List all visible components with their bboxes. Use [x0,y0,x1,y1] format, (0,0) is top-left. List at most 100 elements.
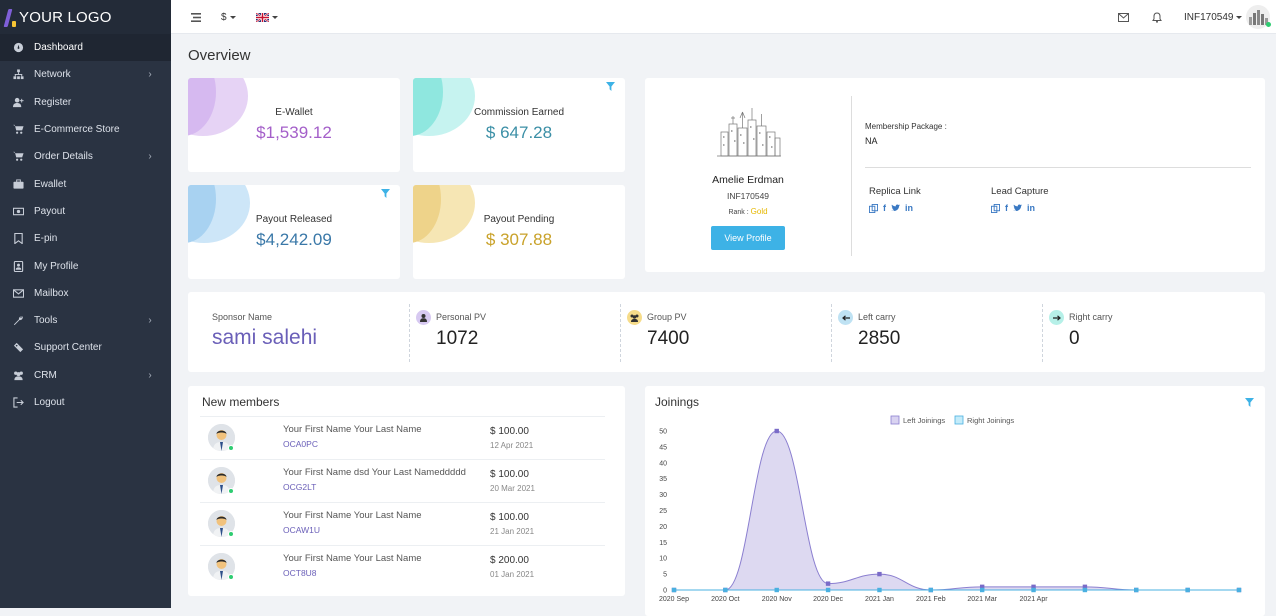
currency-dropdown[interactable]: $ [221,0,236,34]
facebook-icon[interactable]: f [1005,203,1008,213]
users-icon [12,369,24,381]
chevron-down-icon [272,16,278,19]
copy-icon[interactable] [869,204,878,213]
sidebar-item-label: CRM [34,370,143,381]
member-date: 12 Apr 2021 [490,441,533,450]
language-dropdown[interactable] [256,0,278,34]
envelope-icon [1118,13,1129,22]
legend-label: Right Joinings [967,416,1014,425]
data-point [775,429,779,433]
payout-pending-card[interactable]: Payout Pending $ 307.88 [413,185,625,279]
y-tick-label: 5 [663,572,667,579]
bookmark-icon [12,233,24,245]
stat-value: $4,242.09 [188,230,400,250]
legend-label: Left Joinings [903,416,945,425]
divider [851,96,852,256]
chevron-right-icon: › [143,69,157,80]
x-tick-label: 2020 Sep [659,596,689,603]
personal-pv-value: 1072 [436,328,478,350]
filter-icon[interactable] [606,82,615,91]
replica-link-actions: f in [869,203,913,213]
twitter-icon[interactable] [891,204,900,212]
bell-icon [1152,12,1162,23]
logo-mark-icon [6,7,16,27]
member-name: Your First Name Your Last Name [283,510,422,521]
mail-button[interactable] [1118,0,1129,34]
filter-icon[interactable] [381,189,390,198]
ticket-icon [12,342,24,354]
new-members-title: New members [202,395,279,409]
sidebar-item-tools[interactable]: Tools› [0,307,171,334]
pv-summary-card: Sponsor Name sami salehi Personal PV 107… [188,292,1265,372]
divider [409,304,410,362]
member-amount: $ 100.00 [490,469,529,480]
y-tick-label: 30 [659,492,667,499]
member-date: 01 Jan 2021 [490,570,534,579]
y-tick-label: 15 [659,540,667,547]
twitter-icon[interactable] [1013,204,1022,212]
replica-link-label: Replica Link [869,186,921,197]
user-menu-dropdown[interactable]: INF170549 [1184,0,1242,34]
menu-toggle-button[interactable] [191,0,201,34]
menu-toggle-icon [191,13,201,22]
sidebar-item-label: Register [34,97,171,108]
logo[interactable]: YOUR LOGO [0,0,171,34]
divider [831,304,832,362]
left-carry-label: Left carry [858,312,896,322]
sidebar-item-label: Logout [34,397,171,408]
sidebar-item-network[interactable]: Network› [0,61,171,88]
money-icon [12,205,24,217]
x-tick-label: 2020 Oct [711,596,739,603]
y-tick-label: 45 [659,444,667,451]
y-tick-label: 40 [659,460,667,467]
profile-avatar-image [715,104,783,160]
chevron-right-icon: › [143,315,157,326]
lead-capture-actions: f in [991,203,1035,213]
view-profile-button[interactable]: View Profile [711,226,785,250]
sidebar-item-mailbox[interactable]: Mailbox [0,280,171,307]
sidebar-item-register[interactable]: Register [0,89,171,116]
linkedin-icon[interactable]: in [905,203,913,213]
linkedin-icon[interactable]: in [1027,203,1035,213]
sidebar-item-payout[interactable]: Payout [0,198,171,225]
member-amount: $ 100.00 [490,426,529,437]
sidebar-item-my-profile[interactable]: My Profile [0,252,171,279]
wrench-icon [12,315,24,327]
left-carry-value: 2850 [858,328,900,350]
divider [620,304,621,362]
sidebar-item-dashboard[interactable]: Dashboard [0,34,171,61]
sidebar-item-support-center[interactable]: Support Center [0,334,171,361]
mail-icon [12,287,24,299]
payout-released-card[interactable]: Payout Released $4,242.09 [188,185,400,279]
sponsor-label: Sponsor Name [212,312,272,322]
dashboard-icon [12,42,24,54]
facebook-icon[interactable]: f [883,203,886,213]
stat-value: $ 307.88 [413,230,625,250]
data-point [980,588,984,592]
rank-value: Gold [751,207,768,216]
user-avatar-button[interactable] [1246,0,1270,34]
sidebar-item-label: Network [34,69,143,80]
notification-button[interactable] [1152,0,1162,34]
sidebar-item-ewallet[interactable]: Ewallet [0,170,171,197]
sidebar-item-crm[interactable]: CRM› [0,362,171,389]
sidebar-item-e-commerce-store[interactable]: E-Commerce Store [0,116,171,143]
sidebar-item-logout[interactable]: Logout [0,389,171,416]
copy-icon[interactable] [991,204,1000,213]
x-tick-label: 2021 Jan [865,596,894,603]
data-point [1237,588,1241,592]
sidebar-item-e-pin[interactable]: E-pin [0,225,171,252]
chevron-down-icon [1236,16,1242,19]
ewallet-card[interactable]: E-Wallet $1,539.12 [188,78,400,172]
sidebar-item-order-details[interactable]: Order Details› [0,143,171,170]
sidebar-item-label: Mailbox [34,288,171,299]
x-tick-label: 2021 Apr [1020,596,1049,603]
commission-card[interactable]: Commission Earned $ 647.28 [413,78,625,172]
data-point [826,581,830,585]
